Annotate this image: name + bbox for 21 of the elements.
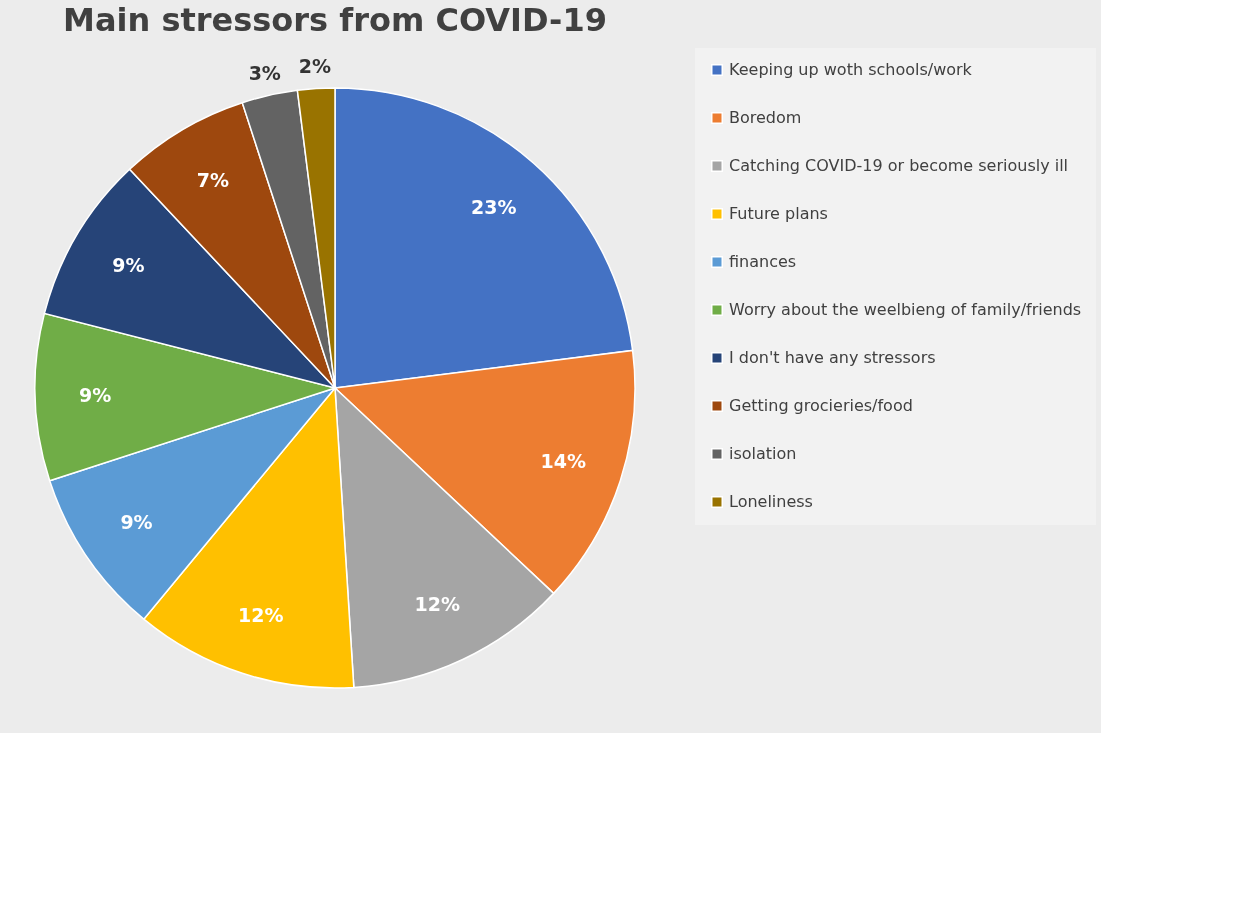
data-label: 9% xyxy=(78,383,112,406)
legend-label: Catching COVID-19 or become seriously ill xyxy=(729,156,1069,175)
legend-label: Loneliness xyxy=(729,492,813,511)
data-label: 14% xyxy=(540,450,586,473)
legend-label: Getting grocieries/food xyxy=(729,396,913,415)
data-label: 7% xyxy=(196,169,229,192)
data-label: 9% xyxy=(120,510,153,533)
legend-label: Worry about the weelbieng of family/friends xyxy=(729,300,1082,319)
data-label: 2% xyxy=(298,54,331,77)
legend-label: Keeping up woth schools/work xyxy=(729,60,973,79)
legend-label: I don't have any stressors xyxy=(729,348,936,367)
legend-label: Future plans xyxy=(729,204,828,223)
data-label: 3% xyxy=(248,61,281,84)
chart-title: Main stressors from COVID-19 xyxy=(63,1,607,39)
data-label: 12% xyxy=(414,593,460,616)
legend-label: Boredom xyxy=(729,108,802,127)
data-label: 9% xyxy=(112,253,145,276)
legend-label: finances xyxy=(729,252,797,271)
data-label: 23% xyxy=(470,195,517,218)
data-label: 12% xyxy=(238,604,284,627)
legend-label: isolation xyxy=(729,444,797,463)
